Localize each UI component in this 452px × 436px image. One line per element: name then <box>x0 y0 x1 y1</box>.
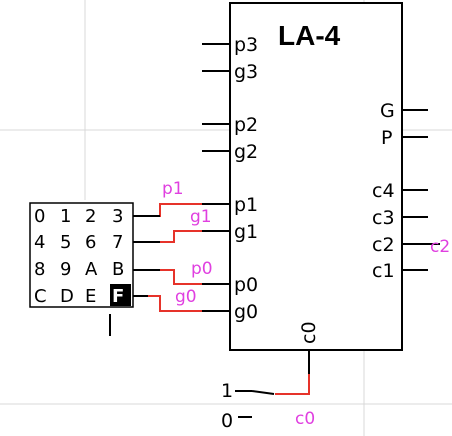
pin-label-p2: p2 <box>234 114 258 136</box>
pin-label-g0: g0 <box>234 301 258 323</box>
keypad-key-4[interactable]: 4 <box>34 232 45 253</box>
keypad-key-5[interactable]: 5 <box>60 232 71 253</box>
p1-signal-label: p1 <box>162 179 184 199</box>
keypad-key-F[interactable]: F <box>112 286 124 307</box>
pin-label-p3: p3 <box>234 34 258 56</box>
la4-chip[interactable]: LA-4 p3 g3 p2 g2 p1 g1 p0 g0 G <box>202 2 428 351</box>
pin-label-G: G <box>380 100 395 122</box>
chip-title: LA-4 <box>278 20 341 51</box>
keypad-key-0[interactable]: 0 <box>34 206 45 227</box>
pin-label-p0: p0 <box>234 274 258 296</box>
keypad-key-1[interactable]: 1 <box>60 206 71 227</box>
g1-signal-label: g1 <box>190 207 212 227</box>
keypad-key-9[interactable]: 9 <box>60 259 71 280</box>
pin-label-c1: c1 <box>372 260 395 282</box>
pin-label-g1: g1 <box>234 221 258 243</box>
pin-label-g3: g3 <box>234 61 258 83</box>
pin-label-c0: c0 <box>298 321 320 344</box>
pin-label-g2: g2 <box>234 141 258 163</box>
keypad-key-A[interactable]: A <box>85 259 98 280</box>
c2-signal-label: c2 <box>430 237 450 257</box>
switch-on-label: 1 <box>221 380 233 402</box>
keypad-key-6[interactable]: 6 <box>85 232 96 253</box>
pin-label-c2: c2 <box>372 234 395 256</box>
p0-signal-label: p0 <box>191 259 213 279</box>
selected-key-highlight <box>110 284 131 306</box>
keypad-key-2[interactable]: 2 <box>85 206 96 227</box>
pin-label-c3: c3 <box>372 207 395 229</box>
keypad-key-8[interactable]: 8 <box>34 259 45 280</box>
input-switch[interactable]: 1 0 <box>221 380 275 432</box>
keypad-output-stubs <box>133 215 160 297</box>
pin-label-c4: c4 <box>372 180 395 202</box>
c0-wire <box>275 374 310 395</box>
left-pins <box>202 43 230 312</box>
keypad-key-C[interactable]: C <box>34 286 47 307</box>
pin-label-P: P <box>381 127 392 149</box>
right-pins <box>402 109 428 271</box>
keypad-key-E[interactable]: E <box>85 286 96 307</box>
keypad-key-D[interactable]: D <box>60 286 74 307</box>
keypad-key-7[interactable]: 7 <box>112 232 123 253</box>
chip-body <box>229 2 403 351</box>
keypad-key-B[interactable]: B <box>112 259 124 280</box>
pin-label-p1: p1 <box>234 194 258 216</box>
switch-off-label: 0 <box>221 410 233 432</box>
hex-keypad[interactable]: 0 1 2 3 4 5 6 7 8 9 A B C D E F <box>29 202 134 336</box>
switch-lever[interactable] <box>251 390 275 395</box>
keypad-key-3[interactable]: 3 <box>112 206 123 227</box>
c0-signal-label: c0 <box>295 409 315 429</box>
g0-signal-label: g0 <box>175 287 197 307</box>
